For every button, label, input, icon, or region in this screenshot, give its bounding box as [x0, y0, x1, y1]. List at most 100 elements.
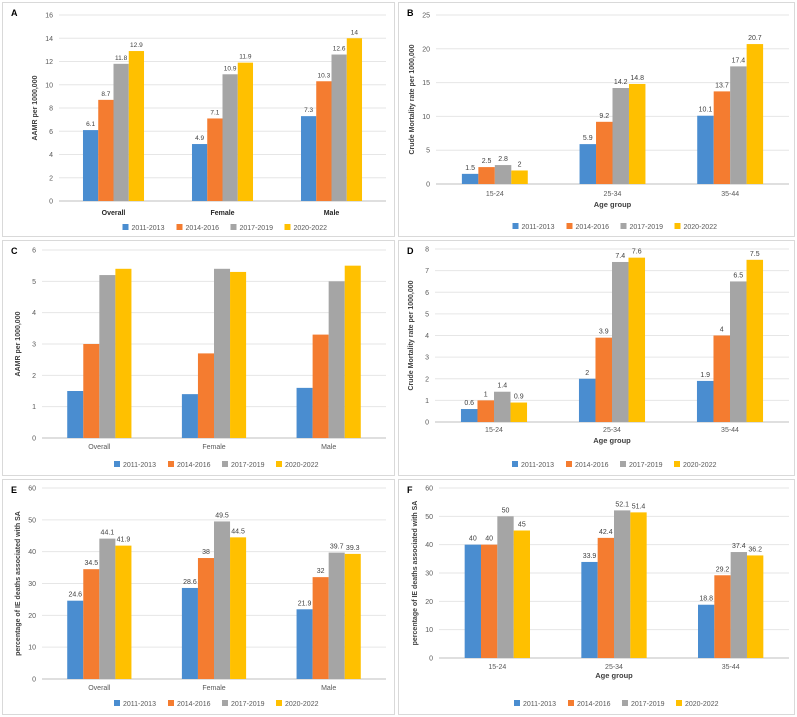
category-label: 15-24: [488, 664, 506, 671]
data-label: 7.6: [632, 249, 642, 256]
bar: [511, 170, 528, 184]
panel-letter: B: [407, 8, 414, 18]
y-tick-label: 2: [49, 175, 53, 182]
bar: [344, 265, 361, 438]
bar: [714, 575, 731, 658]
bar: [461, 173, 479, 184]
data-label: 3.9: [599, 329, 609, 336]
data-label: 21.9: [298, 600, 312, 607]
bar: [630, 512, 647, 658]
data-label: 18.8: [699, 596, 713, 603]
legend-label: 2011-2013: [522, 224, 555, 231]
bar: [115, 545, 132, 679]
panel-c: C 0 1 2 3 4 5 6 AAMR per 1000,000 Overall Female M…: [2, 240, 395, 476]
bar: [578, 378, 596, 422]
bar: [513, 530, 530, 658]
data-label: 28.6: [183, 579, 197, 586]
y-tick-label: 12: [45, 59, 53, 66]
bar: [214, 268, 231, 438]
y-tick-label: 10: [45, 82, 53, 89]
category-label: 15-24: [486, 191, 504, 198]
y-tick-label: 60: [425, 486, 433, 493]
legend-swatch: [114, 461, 120, 467]
data-label: 7.1: [210, 109, 219, 116]
y-tick-label: 4: [425, 333, 429, 340]
y-tick-label: 2: [425, 376, 429, 383]
panel-b: B 0 5 10 15 20 25 Crude Mortality rate per 100…: [398, 2, 795, 237]
data-label: 34.5: [84, 560, 98, 567]
bar: [477, 400, 494, 422]
y-tick-label: 10: [422, 114, 430, 121]
category-label: Male: [321, 685, 336, 692]
panel-f: F 0 10 20 30 40 50 60 percentage of IE deaths a…: [398, 479, 795, 715]
data-label: 2: [518, 161, 522, 168]
legend-swatch: [122, 224, 129, 230]
panel-letter: C: [11, 246, 18, 256]
bar: [460, 409, 478, 422]
data-label: 6.5: [733, 272, 743, 279]
legend-label: 2011-2013: [132, 225, 165, 232]
y-tick-label: 40: [28, 549, 36, 556]
data-label: 0.6: [464, 400, 474, 407]
legend-label: 2014-2016: [177, 462, 211, 469]
bar: [713, 335, 730, 422]
data-label: 29.2: [716, 566, 730, 573]
y-tick-label: 2: [32, 373, 36, 380]
bar: [497, 516, 514, 658]
bar: [698, 604, 715, 658]
y-tick-label: 0: [49, 199, 53, 206]
data-label: 12.9: [130, 42, 143, 49]
bar: [67, 600, 84, 679]
data-label: 38: [202, 549, 210, 556]
y-tick-label: 20: [422, 46, 430, 53]
data-label: 24.6: [68, 592, 82, 599]
bar: [730, 66, 747, 184]
y-tick-label: 10: [28, 645, 36, 652]
data-label: 6.1: [86, 121, 95, 128]
bar: [83, 569, 100, 679]
legend-swatch: [284, 224, 291, 230]
legend-label: 2011-2013: [123, 701, 156, 708]
bar: [478, 167, 495, 184]
data-label: 5.9: [583, 135, 593, 142]
chart-c: 0 1 2 3 4 5 6 AAMR per 1000,000 Overall Female Mal…: [15, 248, 386, 469]
y-tick-label: 20: [28, 613, 36, 620]
legend-swatch: [568, 700, 574, 706]
data-label: 2: [585, 370, 589, 377]
legend-swatch: [222, 700, 228, 706]
data-label: 1.9: [700, 372, 710, 379]
legend-swatch: [514, 700, 520, 706]
bar: [464, 544, 481, 658]
category-label: Overall: [88, 685, 111, 692]
bar: [67, 391, 84, 438]
legend-swatch: [620, 461, 626, 467]
category-label: 35-44: [722, 664, 740, 671]
legend-label: 2014-2016: [576, 224, 610, 231]
legend-swatch: [674, 223, 681, 229]
data-label: 14.2: [614, 79, 628, 86]
legend-swatch: [674, 461, 680, 467]
y-axis-title: percentage of IE deaths associated with …: [15, 511, 22, 656]
panel-letter: A: [11, 8, 18, 18]
legend-swatch: [168, 700, 174, 706]
y-tick-label: 4: [49, 152, 53, 159]
bar: [83, 344, 100, 438]
legend-swatch: [114, 700, 120, 706]
bar: [747, 555, 764, 658]
data-label: 49.5: [215, 512, 229, 519]
y-axis-title: percentage of IE deaths associated with …: [412, 501, 419, 646]
y-tick-label: 0: [426, 182, 430, 189]
data-label: 40: [485, 536, 493, 543]
bar: [82, 130, 99, 201]
legend-label: 2020-2022: [285, 462, 319, 469]
bar: [222, 74, 238, 201]
data-label: 42.4: [599, 529, 613, 536]
data-label: 1.5: [465, 165, 475, 172]
data-label: 10.9: [224, 65, 237, 72]
bar: [316, 81, 332, 201]
data-label: 8.7: [101, 91, 110, 98]
x-axis-title: Age group: [594, 200, 632, 209]
bar: [214, 521, 231, 679]
data-label: 36.2: [748, 546, 762, 553]
data-label: 0.9: [514, 394, 524, 401]
